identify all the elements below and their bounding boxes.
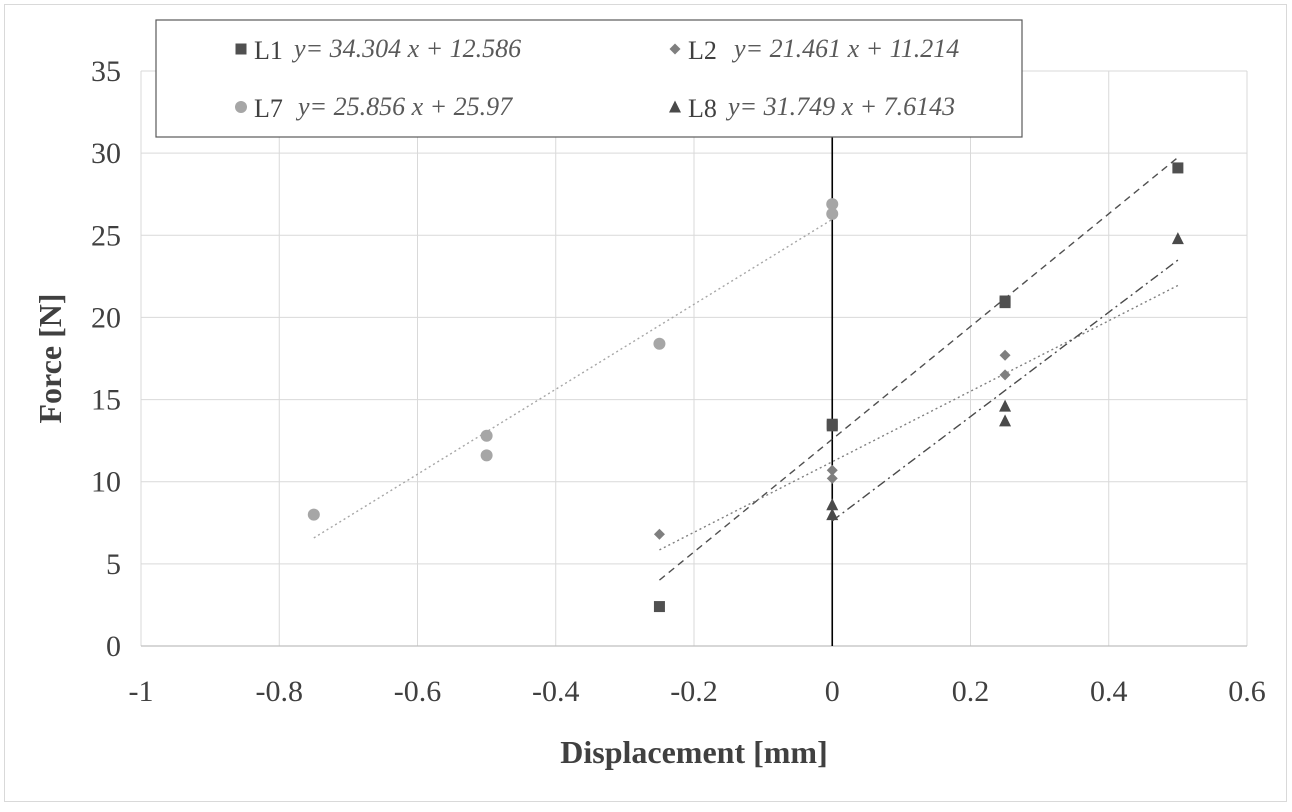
point-l1 — [826, 418, 838, 430]
x-tick-label: -0.2 — [670, 675, 718, 708]
axis-layer — [141, 71, 1247, 647]
legend-equation-l7: y= 25.856 x + 25.97 — [295, 92, 513, 121]
point-l8 — [826, 498, 839, 511]
y-tick-label: 15 — [91, 384, 121, 417]
point-l8 — [999, 414, 1012, 427]
trendline-l1 — [658, 156, 1179, 581]
legend-marker-l8 — [669, 100, 681, 113]
legend: L1 y= 34.304 x + 12.586 L2 y= 21.461 x + 11… — [155, 19, 1023, 138]
trendline-l8 — [831, 259, 1179, 522]
trendline-l7 — [313, 218, 833, 539]
y-tick-label: 30 — [91, 137, 121, 170]
point-l2 — [999, 369, 1011, 381]
y-tick-label: 5 — [106, 548, 121, 581]
legend-marker-l2 — [669, 43, 681, 55]
trendline-layer — [313, 156, 1179, 581]
point-l7 — [480, 449, 493, 462]
point-l8 — [1171, 232, 1184, 245]
point-l1 — [653, 601, 665, 613]
legend-marker-l1 — [235, 43, 247, 55]
legend-items: L1 y= 34.304 x + 12.586 L2 y= 21.461 x + 11… — [235, 34, 959, 123]
x-tick-label: -0.6 — [394, 675, 442, 708]
point-l2 — [826, 472, 838, 484]
point-l7 — [307, 508, 320, 521]
x-axis-title: Displacement [mm] — [560, 734, 827, 770]
point-l7 — [480, 429, 493, 442]
point-l7 — [653, 337, 666, 350]
point-l2 — [653, 528, 665, 540]
legend-equation-l1: y= 34.304 x + 12.586 — [291, 34, 521, 63]
point-l2 — [826, 464, 838, 476]
grid-layer — [140, 70, 1248, 647]
x-tick-label: -0.8 — [256, 675, 304, 708]
chart-frame: 0 5 10 15 20 25 30 35 -1 -0.8 -0.6 -0.4 -0.2 0 0.2 0.4 0… — [4, 4, 1287, 802]
y-axis-title: Force [N] — [32, 294, 68, 424]
trendline-l2 — [659, 284, 1179, 551]
y-tick-label: 35 — [91, 55, 121, 88]
y-tick-label: 20 — [91, 301, 121, 334]
y-tick-label: 25 — [91, 219, 121, 252]
y-tick-label: 0 — [106, 630, 121, 663]
legend-label-l7: L7 — [254, 94, 283, 123]
legend-equation-l2: y= 21.461 x + 11.214 — [731, 34, 959, 63]
scatter-chart: 0 5 10 15 20 25 30 35 -1 -0.8 -0.6 -0.4 -0.2 0 0.2 0.4 0… — [32, 19, 1266, 770]
x-tick-label: 0.4 — [1090, 675, 1128, 708]
point-l7 — [826, 207, 839, 220]
point-l8 — [826, 508, 839, 521]
point-l1 — [999, 295, 1011, 307]
point-l7 — [826, 198, 839, 211]
legend-marker-l7 — [235, 101, 247, 113]
tick-label-layer: 0 5 10 15 20 25 30 35 -1 -0.8 -0.6 -0.4 -0.2 0 0.2 0.4 0… — [91, 55, 1266, 708]
legend-label-l2: L2 — [688, 36, 717, 65]
legend-equation-l8: y= 31.749 x + 7.6143 — [725, 92, 955, 121]
point-l1 — [1172, 162, 1184, 174]
legend-label-l1: L1 — [254, 36, 283, 65]
point-l2 — [999, 349, 1011, 361]
x-tick-label: -1 — [129, 675, 154, 708]
legend-box — [155, 19, 1023, 138]
y-tick-label: 10 — [91, 466, 121, 499]
x-tick-label: 0 — [825, 675, 840, 708]
point-l8 — [999, 399, 1012, 412]
point-layer — [307, 162, 1184, 613]
legend-label-l8: L8 — [688, 94, 717, 123]
x-tick-label: -0.4 — [532, 675, 580, 708]
x-tick-label: 0.2 — [952, 675, 990, 708]
x-tick-label: 0.6 — [1228, 675, 1266, 708]
